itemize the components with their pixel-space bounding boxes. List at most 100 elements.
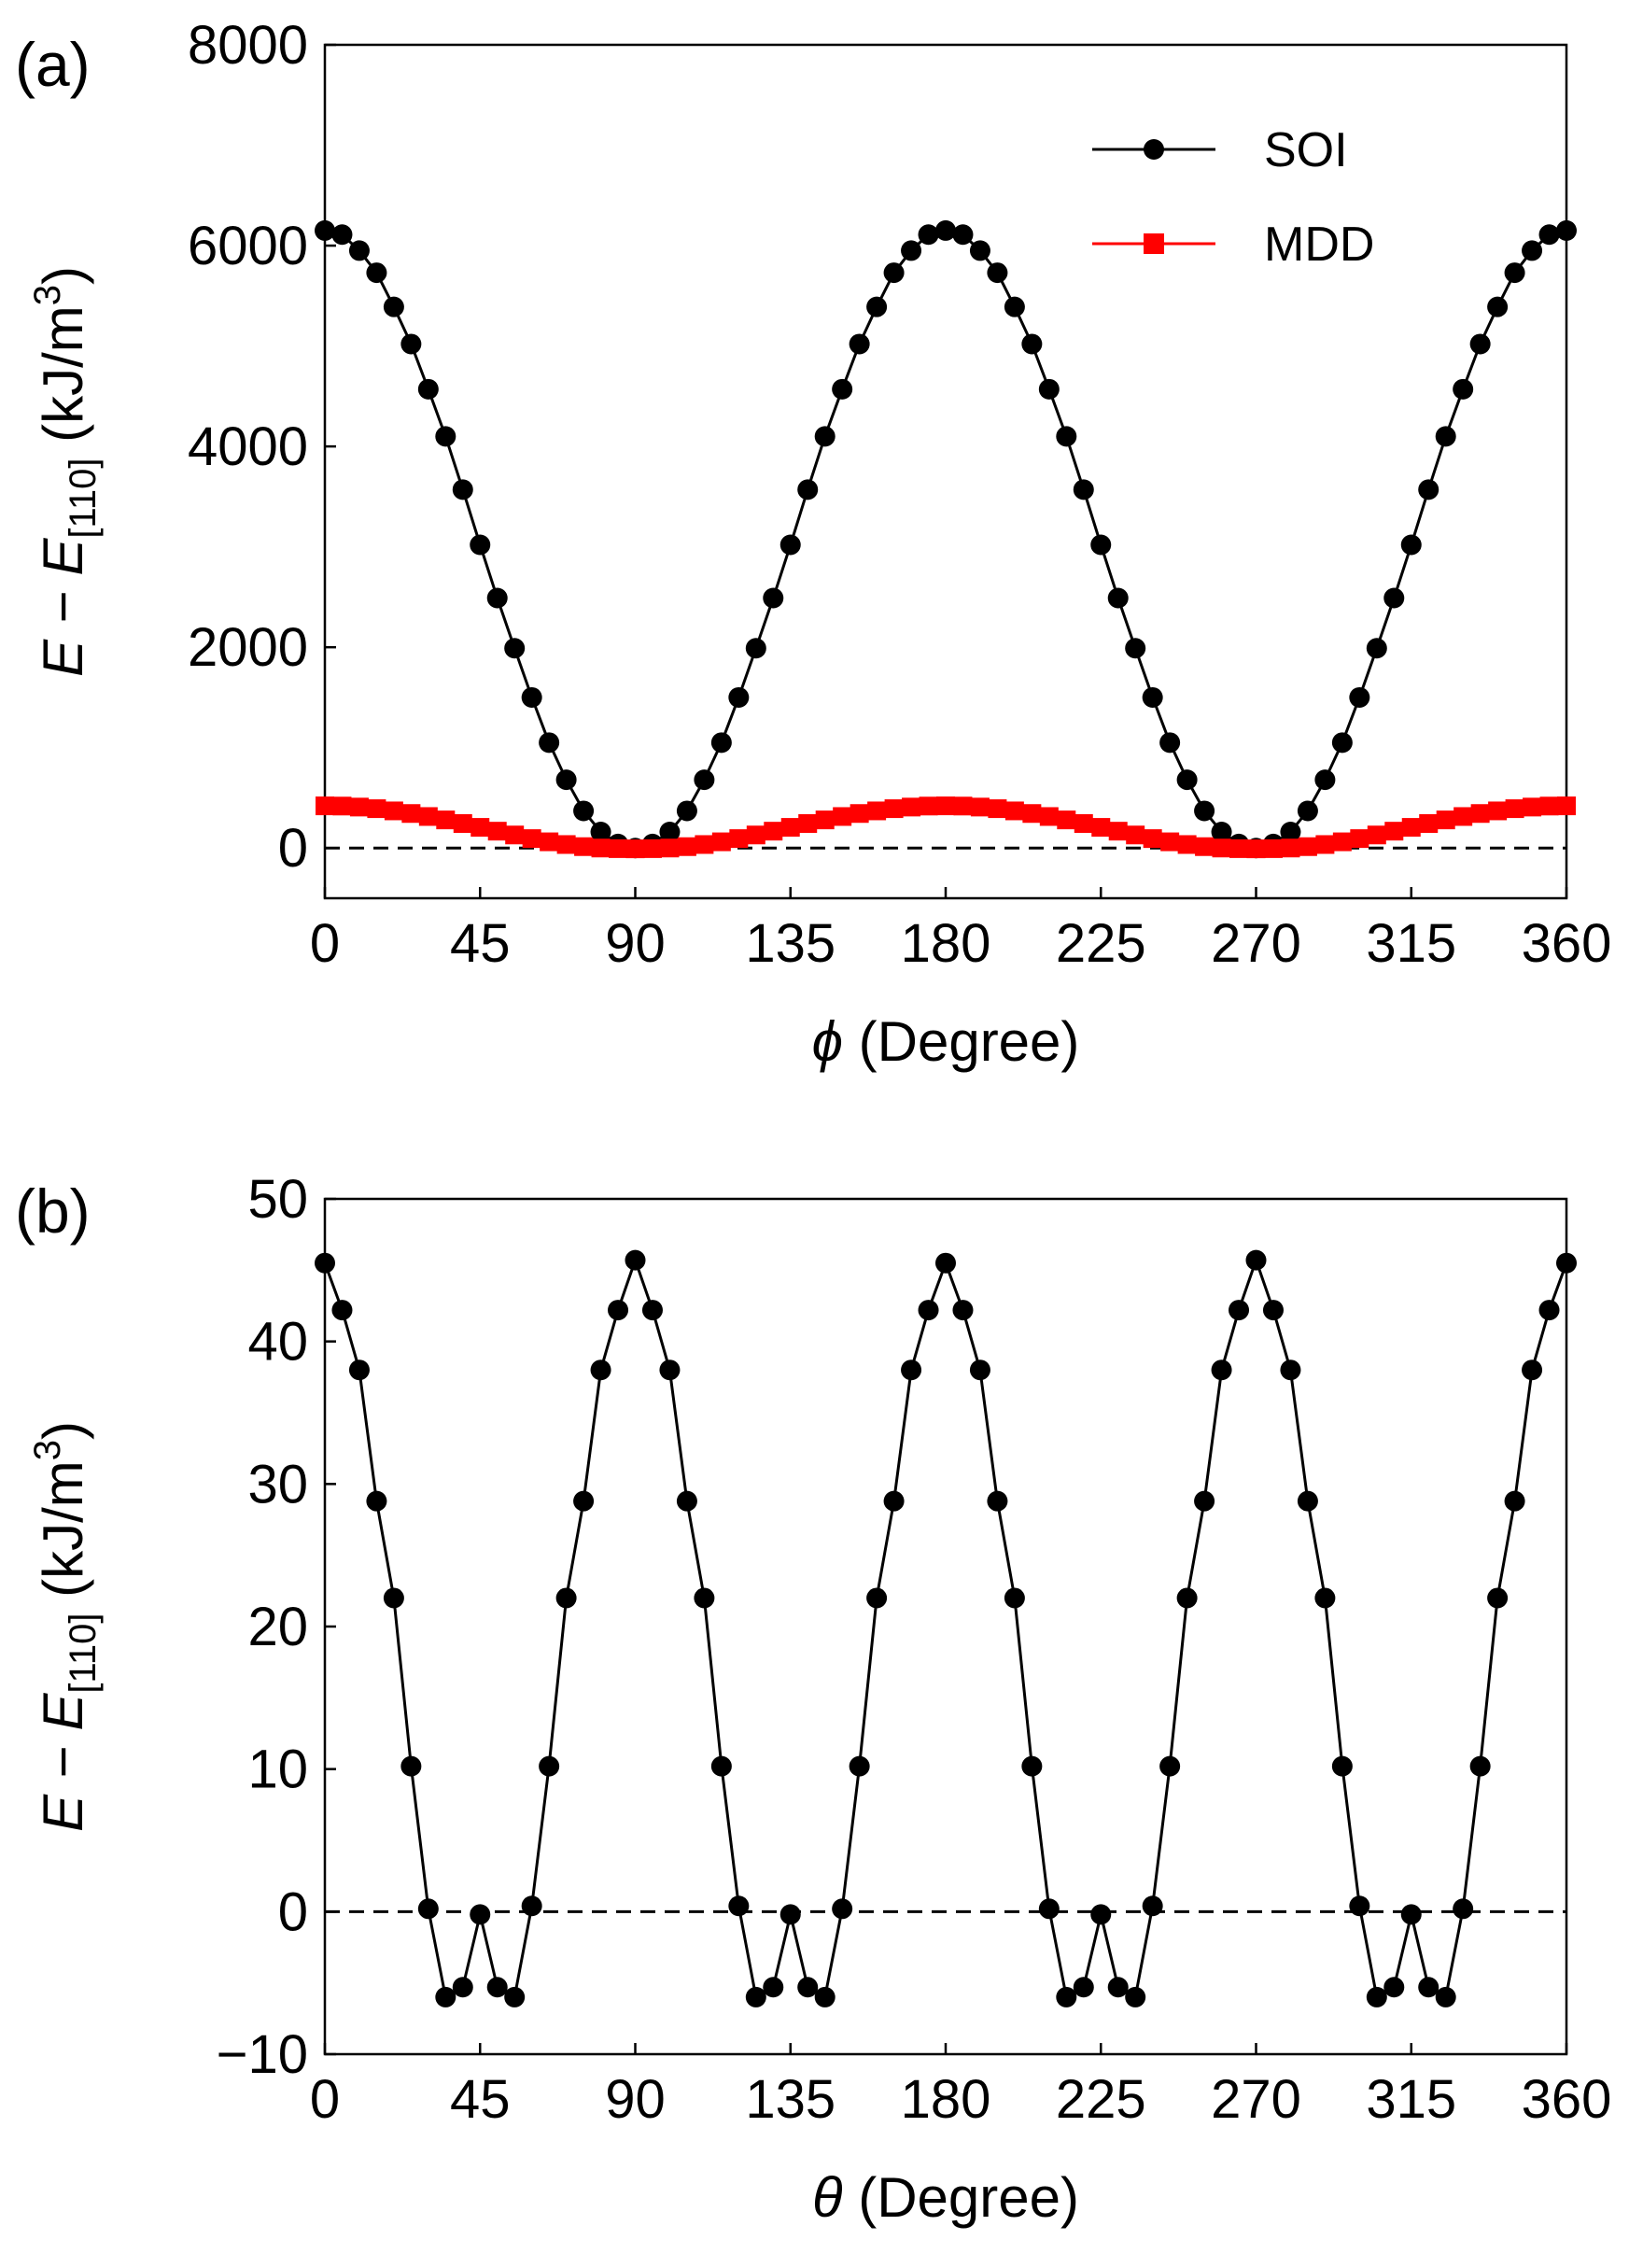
y-tick-label: 0 bbox=[278, 1881, 308, 1942]
b-series-point bbox=[1297, 1490, 1318, 1512]
panel-a: (a) 0 2000 4000 6000 8000 0 45 90 135 180 225 270 3… bbox=[15, 15, 1611, 1073]
a-soi-point bbox=[590, 822, 611, 843]
legend-soi-label: SOI bbox=[1264, 123, 1348, 177]
a-mdd-point bbox=[798, 813, 818, 833]
panel-a-y-axis-title: E − E[110] (kJ/m3) bbox=[27, 266, 104, 677]
a-mdd-point bbox=[1505, 799, 1524, 819]
x-tick-label: 45 bbox=[450, 2069, 511, 2130]
a-soi-point bbox=[745, 638, 766, 659]
a-soi-point bbox=[315, 219, 335, 241]
a-soi-line bbox=[324, 229, 1567, 850]
x-tick-label: 225 bbox=[1056, 2069, 1146, 2130]
y-tick-label: 0 bbox=[278, 818, 308, 879]
b-series-point bbox=[348, 1359, 370, 1381]
panel-b-label: (b) bbox=[15, 1176, 91, 1246]
b-series-point bbox=[315, 1252, 335, 1274]
b-series-point bbox=[504, 1986, 526, 2007]
a-soi-point bbox=[383, 296, 404, 317]
a-mdd-point bbox=[695, 835, 714, 854]
a-mdd-point bbox=[1298, 837, 1317, 856]
b-series-point bbox=[728, 1895, 750, 1917]
x-tick-label: 135 bbox=[745, 913, 836, 974]
a-soi-point bbox=[1176, 769, 1198, 791]
a-mdd-point bbox=[540, 832, 559, 852]
y-tick-label: 40 bbox=[247, 1312, 308, 1373]
a-soi-point bbox=[1090, 534, 1112, 556]
a-mdd-point bbox=[746, 825, 765, 845]
a-soi-point bbox=[1021, 333, 1043, 355]
a-mdd-point bbox=[833, 807, 852, 826]
panel-a-legend: SOI MDD bbox=[1092, 123, 1374, 272]
b-series-point bbox=[797, 1977, 819, 1998]
a-mdd-point bbox=[1160, 832, 1180, 852]
panel-a-y-ticks: 0 2000 4000 6000 8000 bbox=[188, 15, 336, 879]
a-soi-point bbox=[1538, 224, 1560, 246]
a-mdd-point bbox=[1523, 797, 1542, 817]
a-soi-point bbox=[883, 262, 905, 284]
b-series-point bbox=[814, 1986, 836, 2007]
legend-mdd-marker bbox=[1144, 233, 1164, 254]
legend-soi-marker bbox=[1144, 139, 1164, 160]
b-series-point bbox=[1556, 1252, 1577, 1274]
a-mdd-point bbox=[970, 797, 990, 817]
a-mdd-point bbox=[1470, 804, 1490, 824]
b-series-point bbox=[1142, 1895, 1163, 1917]
a-soi-point bbox=[1073, 479, 1094, 500]
panel-b-series bbox=[315, 1249, 1577, 2007]
a-mdd-point bbox=[1143, 829, 1162, 849]
a-soi-point bbox=[797, 479, 819, 500]
b-series-point bbox=[539, 1755, 560, 1777]
b-series-point bbox=[1056, 1986, 1077, 2007]
a-soi-point bbox=[452, 479, 473, 500]
b-series-point bbox=[1435, 1986, 1456, 2007]
b-series-point bbox=[1107, 1977, 1129, 1998]
y-tick-label: 6000 bbox=[188, 216, 308, 276]
a-mdd-point bbox=[316, 796, 334, 816]
x-tick-label: 180 bbox=[901, 913, 991, 974]
panel-b-x-axis-title: θ (Degree) bbox=[812, 2166, 1079, 2229]
a-mdd-point bbox=[902, 797, 921, 817]
b-series-point bbox=[1194, 1490, 1215, 1512]
a-soi-point bbox=[521, 686, 542, 708]
x-tick-label: 225 bbox=[1056, 913, 1146, 974]
x-tick-label: 360 bbox=[1522, 2069, 1612, 2130]
a-soi-point bbox=[1435, 426, 1456, 447]
a-soi-point bbox=[1418, 479, 1439, 500]
a-mdd-point bbox=[1263, 838, 1283, 858]
a-mdd-point bbox=[884, 799, 904, 819]
x-tick-label: 0 bbox=[310, 2069, 340, 2130]
b-series-point bbox=[1073, 1977, 1094, 1998]
legend-mdd-label: MDD bbox=[1264, 218, 1374, 272]
a-soi-point bbox=[1487, 296, 1509, 317]
a-soi-point bbox=[987, 262, 1008, 284]
a-mdd-point bbox=[1229, 838, 1249, 858]
b-series-point bbox=[1262, 1300, 1284, 1321]
a-mdd-point bbox=[1401, 818, 1421, 838]
a-mdd-point bbox=[332, 796, 352, 816]
a-soi-point bbox=[901, 240, 922, 261]
b-series-point bbox=[849, 1755, 870, 1777]
a-soi-point bbox=[555, 769, 577, 791]
a-mdd-point bbox=[988, 799, 1007, 819]
a-mdd-point bbox=[625, 839, 645, 859]
y-tick-label: −10 bbox=[217, 2024, 308, 2085]
a-soi-point bbox=[1453, 378, 1474, 400]
a-mdd-point bbox=[711, 832, 731, 852]
a-soi-point bbox=[676, 800, 697, 822]
a-mdd-point bbox=[505, 825, 525, 845]
a-mdd-point bbox=[1177, 835, 1197, 854]
b-series-point bbox=[763, 1977, 784, 1998]
a-soi-point bbox=[918, 224, 939, 246]
y-tick-label: 20 bbox=[247, 1597, 308, 1657]
a-mdd-point bbox=[764, 822, 783, 841]
a-mdd-point bbox=[1004, 801, 1024, 821]
a-mdd-point bbox=[1281, 838, 1300, 858]
a-soi-point bbox=[1366, 638, 1387, 659]
a-mdd-point bbox=[418, 807, 438, 826]
a-soi-point bbox=[1159, 732, 1181, 754]
b-series-point bbox=[659, 1359, 681, 1381]
panel-b-plot-frame bbox=[323, 1197, 1568, 2056]
panel-a-plot-frame bbox=[323, 43, 1568, 900]
x-tick-label: 270 bbox=[1211, 2069, 1301, 2130]
